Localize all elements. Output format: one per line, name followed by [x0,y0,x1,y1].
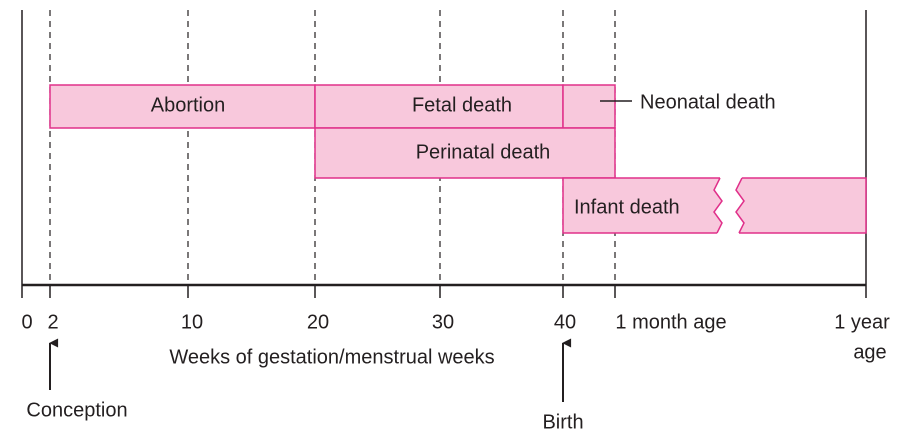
bar-label: Perinatal death [416,141,551,163]
annotation: Conception [26,399,127,421]
bar-labels: Abortion Fetal death Neonatal death Peri… [151,91,776,218]
infant-death-outline-continued [735,177,867,234]
tick-label: 1 year [834,311,890,333]
tick-labels: 0 2 10 20 30 40 1 month age 1 year age [21,311,890,363]
perinatal-death-bar [314,127,616,179]
bar-label: Fetal death [412,94,512,116]
tick-label: 10 [181,311,203,333]
axis-title: Weeks of gestation/menstrual weeks [169,346,494,368]
annotation: Birth [542,411,583,432]
tick-label: 0 [21,311,32,333]
tick-marks [49,285,616,298]
infant-death-bar-continued [736,178,866,233]
tick-label: 20 [307,311,329,333]
bar-label: Infant death [574,196,680,218]
tick-label: age [853,341,886,363]
bar-label: Abortion [151,94,226,116]
bar-label: Neonatal death [640,91,776,113]
annotations: Conception Birth [26,338,584,432]
tick-label: 1 month age [615,311,726,333]
neonatal-death-bar [562,84,616,129]
frame [21,10,867,298]
tick-label: 30 [432,311,454,333]
infant-death-bar [563,178,722,233]
infant-death-outline [562,177,723,234]
bars [49,84,867,234]
tick-label: 2 [47,311,58,333]
tick-label: 40 [554,311,576,333]
